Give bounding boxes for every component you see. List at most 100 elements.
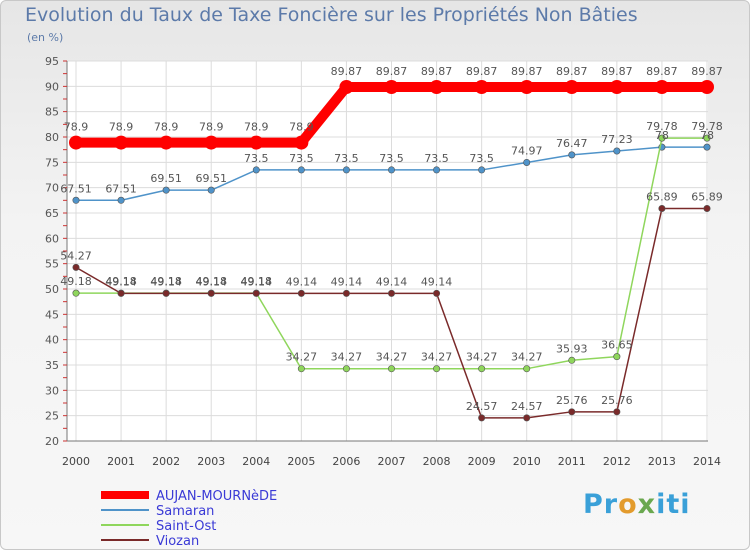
data-point: [249, 135, 264, 150]
y-tick-label: 40: [45, 334, 59, 347]
data-point: [162, 289, 170, 297]
data-point: [478, 414, 486, 422]
y-tick-label: 70: [45, 182, 59, 195]
proxiti-logo: Proxiti: [583, 489, 691, 520]
data-label: 89.87: [646, 65, 678, 78]
y-tick-label: 60: [45, 232, 59, 245]
x-tick-label: 2012: [603, 455, 631, 468]
data-label: 77.23: [601, 133, 633, 146]
data-point: [568, 356, 576, 364]
data-point: [387, 289, 395, 297]
x-tick-label: 2007: [378, 455, 406, 468]
data-label: 89.87: [421, 65, 453, 78]
data-point: [114, 135, 129, 150]
x-tick-label: 2004: [242, 455, 270, 468]
data-point: [342, 365, 350, 373]
data-point: [342, 166, 350, 174]
data-label: 49.14: [331, 275, 363, 288]
data-point: [613, 147, 621, 155]
y-tick-label: 55: [45, 258, 59, 271]
data-point: [297, 365, 305, 373]
data-label: 49.14: [195, 275, 227, 288]
data-label: 78.9: [244, 121, 269, 134]
data-label: 78.9: [289, 121, 314, 134]
data-label: 49.14: [241, 275, 273, 288]
data-point: [564, 79, 579, 94]
data-point: [117, 196, 125, 204]
data-point: [204, 135, 219, 150]
data-label: 24.57: [466, 400, 498, 413]
data-label: 89.87: [601, 65, 633, 78]
y-tick-label: 90: [45, 80, 59, 93]
data-label: 78.9: [154, 121, 179, 134]
data-point: [72, 263, 80, 271]
data-label: 73.5: [289, 152, 314, 165]
logo-part: Pr: [583, 489, 619, 520]
legend-label: Saint-Ost: [156, 519, 216, 534]
data-label: 25.76: [601, 394, 633, 407]
data-label: 65.89: [691, 190, 723, 203]
data-label: 74.97: [511, 144, 543, 157]
data-label: 89.87: [556, 65, 588, 78]
data-label: 49.14: [150, 275, 182, 288]
data-point: [117, 289, 125, 297]
data-label: 78.9: [64, 121, 89, 134]
data-point: [384, 79, 399, 94]
data-label: 89.87: [511, 65, 543, 78]
data-label: 36.65: [601, 339, 633, 352]
data-label: 67.51: [60, 182, 92, 195]
legend-label: Samaran: [156, 504, 214, 519]
y-tick-label: 20: [45, 435, 59, 448]
data-point: [433, 365, 441, 373]
data-point: [433, 166, 441, 174]
data-label: 78.9: [109, 121, 134, 134]
data-label: 34.27: [511, 351, 543, 364]
data-point: [159, 135, 174, 150]
data-point: [72, 196, 80, 204]
data-label: 78.9: [199, 121, 224, 134]
data-label: 24.57: [511, 400, 543, 413]
data-point: [478, 365, 486, 373]
data-point: [613, 353, 621, 361]
data-label: 34.27: [286, 351, 318, 364]
data-label: 73.5: [244, 152, 269, 165]
data-label: 89.87: [376, 65, 408, 78]
data-point: [654, 79, 669, 94]
data-point: [429, 79, 444, 94]
data-label: 79.78: [691, 120, 723, 133]
data-label: 79.78: [646, 120, 678, 133]
y-tick-label: 65: [45, 207, 59, 220]
logo-part: o: [618, 489, 638, 520]
y-tick-label: 75: [45, 156, 59, 169]
data-label: 73.5: [469, 152, 494, 165]
data-point: [252, 289, 260, 297]
y-tick-label: 35: [45, 359, 59, 372]
data-point: [342, 289, 350, 297]
data-label: 73.5: [379, 152, 404, 165]
data-label: 34.27: [421, 351, 453, 364]
x-tick-label: 2014: [693, 455, 721, 468]
data-point: [252, 166, 260, 174]
data-point: [339, 79, 354, 94]
data-label: 49.18: [150, 275, 182, 288]
data-point: [69, 135, 83, 150]
data-point: [433, 289, 441, 297]
data-label: 34.27: [331, 351, 363, 364]
data-label: 89.87: [691, 65, 723, 78]
data-label: 89.87: [466, 65, 498, 78]
y-tick-label: 30: [45, 384, 59, 397]
chart-subtitle: (en %): [27, 31, 64, 44]
data-point: [72, 289, 80, 297]
data-point: [294, 135, 309, 150]
data-label: 69.51: [195, 172, 227, 185]
data-label: 73.5: [334, 152, 359, 165]
data-label: 25.76: [556, 394, 588, 407]
data-label: 76.47: [556, 137, 588, 150]
data-point: [658, 134, 666, 142]
chart-title: Evolution du Taux de Taxe Foncière sur l…: [25, 4, 638, 26]
data-label: 49.14: [286, 275, 318, 288]
data-point: [658, 204, 666, 212]
x-tick-label: 2005: [287, 455, 315, 468]
data-point: [519, 79, 534, 94]
